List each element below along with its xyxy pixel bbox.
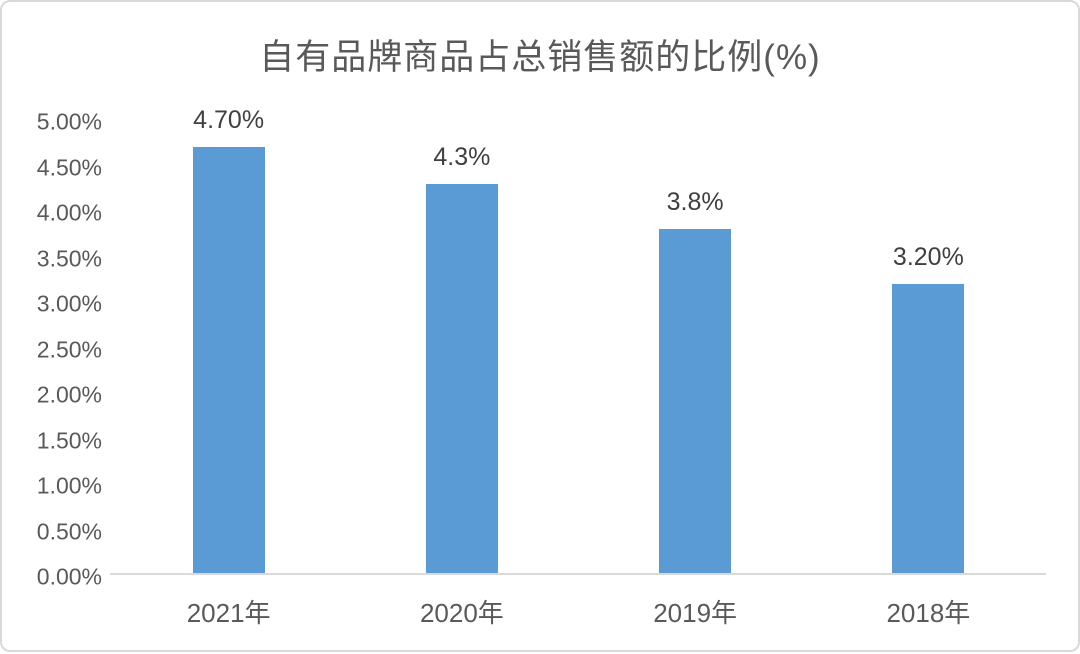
y-axis-tick-label: 3.00% [36, 290, 102, 317]
bar [659, 229, 732, 575]
y-axis-tick-label: 1.00% [36, 472, 102, 499]
bar-column: 3.20% 2018年 [812, 2, 1045, 628]
bar-data-label: 4.70% [193, 106, 265, 135]
y-axis-tick-label: 0.00% [36, 563, 102, 590]
bar [192, 147, 265, 575]
bar-column: 4.3% 2020年 [345, 2, 578, 628]
y-axis-tick-label: 4.00% [36, 199, 102, 226]
y-axis-tick-label: 2.50% [36, 336, 102, 362]
x-axis-category-label: 2018年 [886, 598, 971, 628]
y-axis-tick-label: 1.50% [36, 427, 102, 453]
chart-title: 自有品牌商品占总销售额的比例(%) [259, 38, 821, 77]
bar [892, 283, 965, 575]
plot-area: 4.70% 2021年 4.3% 2020年 3.8% 2019年 3.20% 2018年 [112, 2, 1045, 628]
bar-column: 3.8% 2019年 [579, 2, 812, 628]
bar-data-label: 3.8% [666, 188, 724, 217]
bar-data-label: 3.20% [892, 242, 964, 271]
bar-column: 4.70% 2021年 [112, 2, 345, 628]
y-axis-tick-label: 5.00% [36, 108, 102, 135]
x-axis-line [110, 573, 1046, 575]
x-axis-category-label: 2020年 [419, 598, 504, 628]
bar-data-label: 4.3% [433, 142, 491, 171]
y-axis-tick-label: 3.50% [36, 245, 102, 271]
y-axis-tick-label: 2.00% [36, 381, 102, 408]
y-axis-tick-label: 0.50% [36, 518, 102, 544]
y-axis: 5.00% 4.50% 4.00% 3.50% 3.00% 2.50% 2.00% 1.50%… [2, 2, 102, 654]
bar [425, 183, 498, 575]
x-axis-category-label: 2019年 [653, 598, 738, 628]
x-axis-category-label: 2021年 [186, 598, 271, 628]
y-axis-tick-label: 4.50% [36, 154, 102, 180]
